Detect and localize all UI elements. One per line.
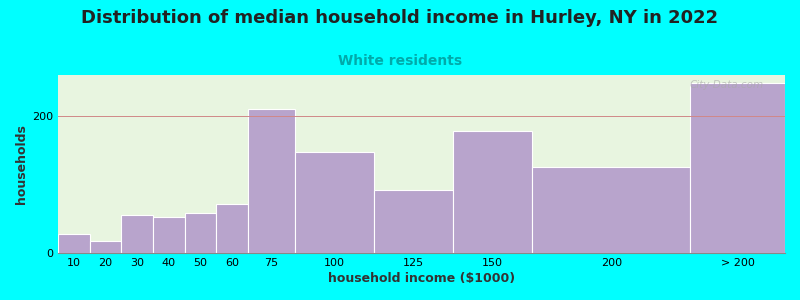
- Text: Distribution of median household income in Hurley, NY in 2022: Distribution of median household income …: [82, 9, 718, 27]
- Bar: [453, 131, 532, 253]
- Bar: [248, 109, 295, 253]
- Bar: [295, 152, 374, 253]
- Bar: [532, 167, 690, 253]
- Bar: [90, 241, 122, 253]
- Bar: [153, 218, 185, 253]
- Text: City-Data.com: City-Data.com: [689, 80, 763, 90]
- Bar: [185, 213, 216, 253]
- Bar: [374, 190, 453, 253]
- Bar: [216, 204, 248, 253]
- Y-axis label: households: households: [15, 124, 28, 204]
- X-axis label: household income ($1000): household income ($1000): [328, 272, 515, 285]
- Bar: [58, 234, 90, 253]
- Bar: [122, 215, 153, 253]
- Bar: [690, 83, 785, 253]
- Text: White residents: White residents: [338, 54, 462, 68]
